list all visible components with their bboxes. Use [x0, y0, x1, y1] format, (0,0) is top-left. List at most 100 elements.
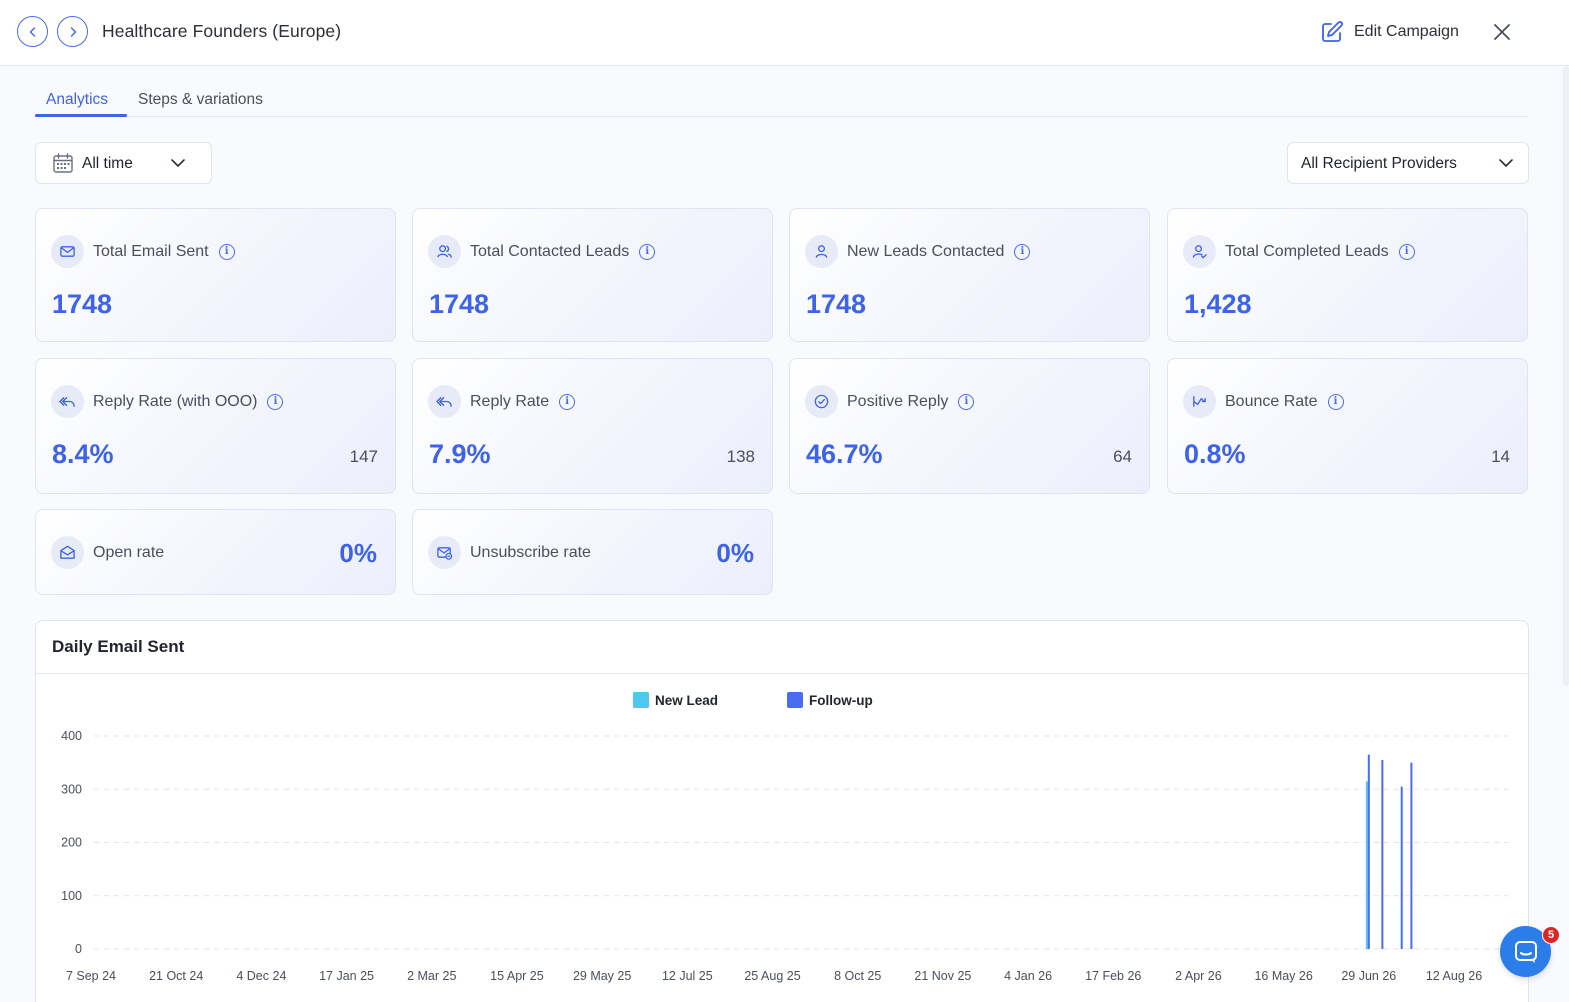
edit-campaign-label: Edit Campaign: [1354, 23, 1459, 40]
stat-card-new-leads-contacted: New Leads Contacted i 1748: [789, 208, 1150, 342]
user-check-icon: [1183, 235, 1216, 268]
x-tick-label: 17 Feb 26: [1085, 969, 1141, 983]
info-icon[interactable]: i: [559, 394, 576, 410]
x-tick-label: 16 May 26: [1254, 969, 1312, 983]
legend-swatch: [787, 692, 803, 708]
y-tick-label: 300: [61, 782, 82, 796]
recipient-providers-value: All Recipient Providers: [1301, 155, 1457, 172]
x-tick-label: 12 Aug 26: [1426, 969, 1482, 983]
stat-label: Positive Reply: [847, 393, 949, 410]
stat-value: 8.4%: [52, 439, 114, 469]
stat-count: 64: [1113, 447, 1132, 466]
info-icon[interactable]: i: [267, 394, 284, 410]
forward-button[interactable]: [57, 16, 88, 47]
chart-divider: [36, 673, 1528, 674]
y-tick-label: 400: [61, 729, 82, 743]
info-icon[interactable]: i: [218, 244, 235, 260]
stat-card-bounce-rate: Bounce Rate i 0.8% 14: [1167, 358, 1528, 494]
stat-card-open-rate: Open rate 0%: [35, 509, 396, 595]
edit-campaign-button[interactable]: Edit Campaign: [1320, 18, 1459, 46]
campaign-title: Healthcare Founders (Europe): [102, 21, 342, 41]
stat-value: 1748: [52, 289, 113, 319]
stat-label: Unsubscribe rate: [470, 544, 591, 561]
tab-analytics[interactable]: Analytics: [46, 91, 109, 108]
chevron-right-icon: [70, 26, 76, 37]
legend-label: New Lead: [655, 693, 718, 708]
back-button[interactable]: [17, 16, 48, 47]
stat-count: 138: [726, 447, 755, 466]
x-tick-label: 7 Sep 24: [66, 969, 116, 983]
user-icon: [805, 235, 838, 268]
info-icon[interactable]: i: [1014, 244, 1031, 260]
unsubscribe-icon: [428, 536, 461, 569]
recipient-providers-select[interactable]: All Recipient Providers: [1287, 142, 1529, 184]
time-range-value: All time: [82, 155, 133, 172]
stat-card-reply-rate: Reply Rate i 7.9% 138: [412, 358, 773, 494]
chevron-down-icon: [171, 159, 185, 167]
time-range-select[interactable]: All time: [35, 142, 212, 184]
tab-steps-variations[interactable]: Steps & variations: [138, 91, 263, 108]
x-tick-label: 17 Jan 25: [319, 969, 374, 983]
active-tab-indicator: [35, 114, 127, 117]
y-tick-label: 200: [61, 836, 82, 850]
stat-value: 46.7%: [806, 439, 883, 469]
x-tick-label: 29 May 25: [573, 969, 631, 983]
bar-follow-up: [1367, 754, 1370, 949]
stat-value: 1,428: [1184, 289, 1252, 319]
stat-label: Reply Rate (with OOO): [93, 393, 258, 410]
stat-card-unsubscribe-rate: Unsubscribe rate 0%: [412, 509, 773, 595]
bar-follow-up: [1400, 786, 1403, 949]
bar-follow-up: [1410, 762, 1413, 949]
stat-value: 0%: [716, 538, 754, 568]
stat-label: Total Email Sent: [93, 243, 209, 260]
stat-card-total-completed-leads: Total Completed Leads i 1,428: [1167, 208, 1528, 342]
x-tick-label: 21 Nov 25: [914, 969, 971, 983]
stat-label: Open rate: [93, 544, 165, 561]
check-circle-icon: [805, 385, 838, 418]
stat-card-reply-rate-ooo: Reply Rate (with OOO) i 8.4% 147: [35, 358, 396, 494]
legend-label: Follow-up: [809, 693, 873, 708]
x-tick-label: 12 Jul 25: [662, 969, 713, 983]
close-button[interactable]: [1490, 20, 1514, 44]
reply-all-icon: [51, 385, 84, 418]
x-tick-label: 2 Mar 25: [407, 969, 456, 983]
daily-email-sent-panel: Daily Email Sent 0 100 200 300 400 7 Sep 24 21…: [35, 620, 1529, 1002]
chevron-left-icon: [29, 26, 35, 37]
info-icon[interactable]: i: [1327, 394, 1344, 410]
x-tick-label: 29 Jun 26: [1341, 969, 1396, 983]
top-bar: Healthcare Founders (Europe) Edit Campai…: [0, 0, 1569, 66]
scrollbar[interactable]: [1563, 66, 1569, 686]
stat-label: Total Contacted Leads: [470, 243, 630, 260]
stat-card-positive-reply: Positive Reply i 46.7% 64: [789, 358, 1150, 494]
bounce-icon: [1183, 385, 1216, 418]
info-icon[interactable]: i: [958, 394, 975, 410]
info-icon[interactable]: i: [1398, 244, 1415, 260]
calendar-icon: [53, 153, 73, 173]
y-tick-label: 0: [75, 942, 82, 956]
bar-new-lead: [1365, 781, 1368, 949]
stat-value: 1748: [429, 289, 490, 319]
stat-card-total-email-sent: Total Email Sent i 1748: [35, 208, 396, 342]
tab-bar: Analytics Steps & variations: [35, 84, 1528, 117]
x-tick-label: 25 Aug 25: [744, 969, 800, 983]
chevron-down-icon: [1499, 159, 1513, 167]
stat-value: 0.8%: [1184, 439, 1246, 469]
mail-icon: [51, 235, 84, 268]
daily-email-sent-chart: 0 100 200 300 400 7 Sep 24 21 Oct 24 4 Dec 24 17…: [61, 692, 1508, 983]
stat-value: 0%: [339, 538, 377, 568]
stat-value: 1748: [806, 289, 867, 319]
y-tick-label: 100: [61, 889, 82, 903]
x-tick-label: 15 Apr 25: [490, 969, 544, 983]
chat-notification-badge: 5: [1542, 926, 1560, 944]
mail-open-icon: [51, 536, 84, 569]
stat-card-total-contacted-leads: Total Contacted Leads i 1748: [412, 208, 773, 342]
bar-follow-up: [1381, 759, 1384, 949]
info-icon[interactable]: i: [639, 244, 656, 260]
x-tick-label: 8 Oct 25: [834, 969, 881, 983]
x-tick-label: 21 Oct 24: [149, 969, 203, 983]
stat-label: Reply Rate: [470, 393, 550, 410]
close-icon: [1494, 24, 1510, 40]
users-icon: [428, 235, 461, 268]
stat-value: 7.9%: [429, 439, 491, 469]
edit-icon: [1322, 21, 1343, 42]
